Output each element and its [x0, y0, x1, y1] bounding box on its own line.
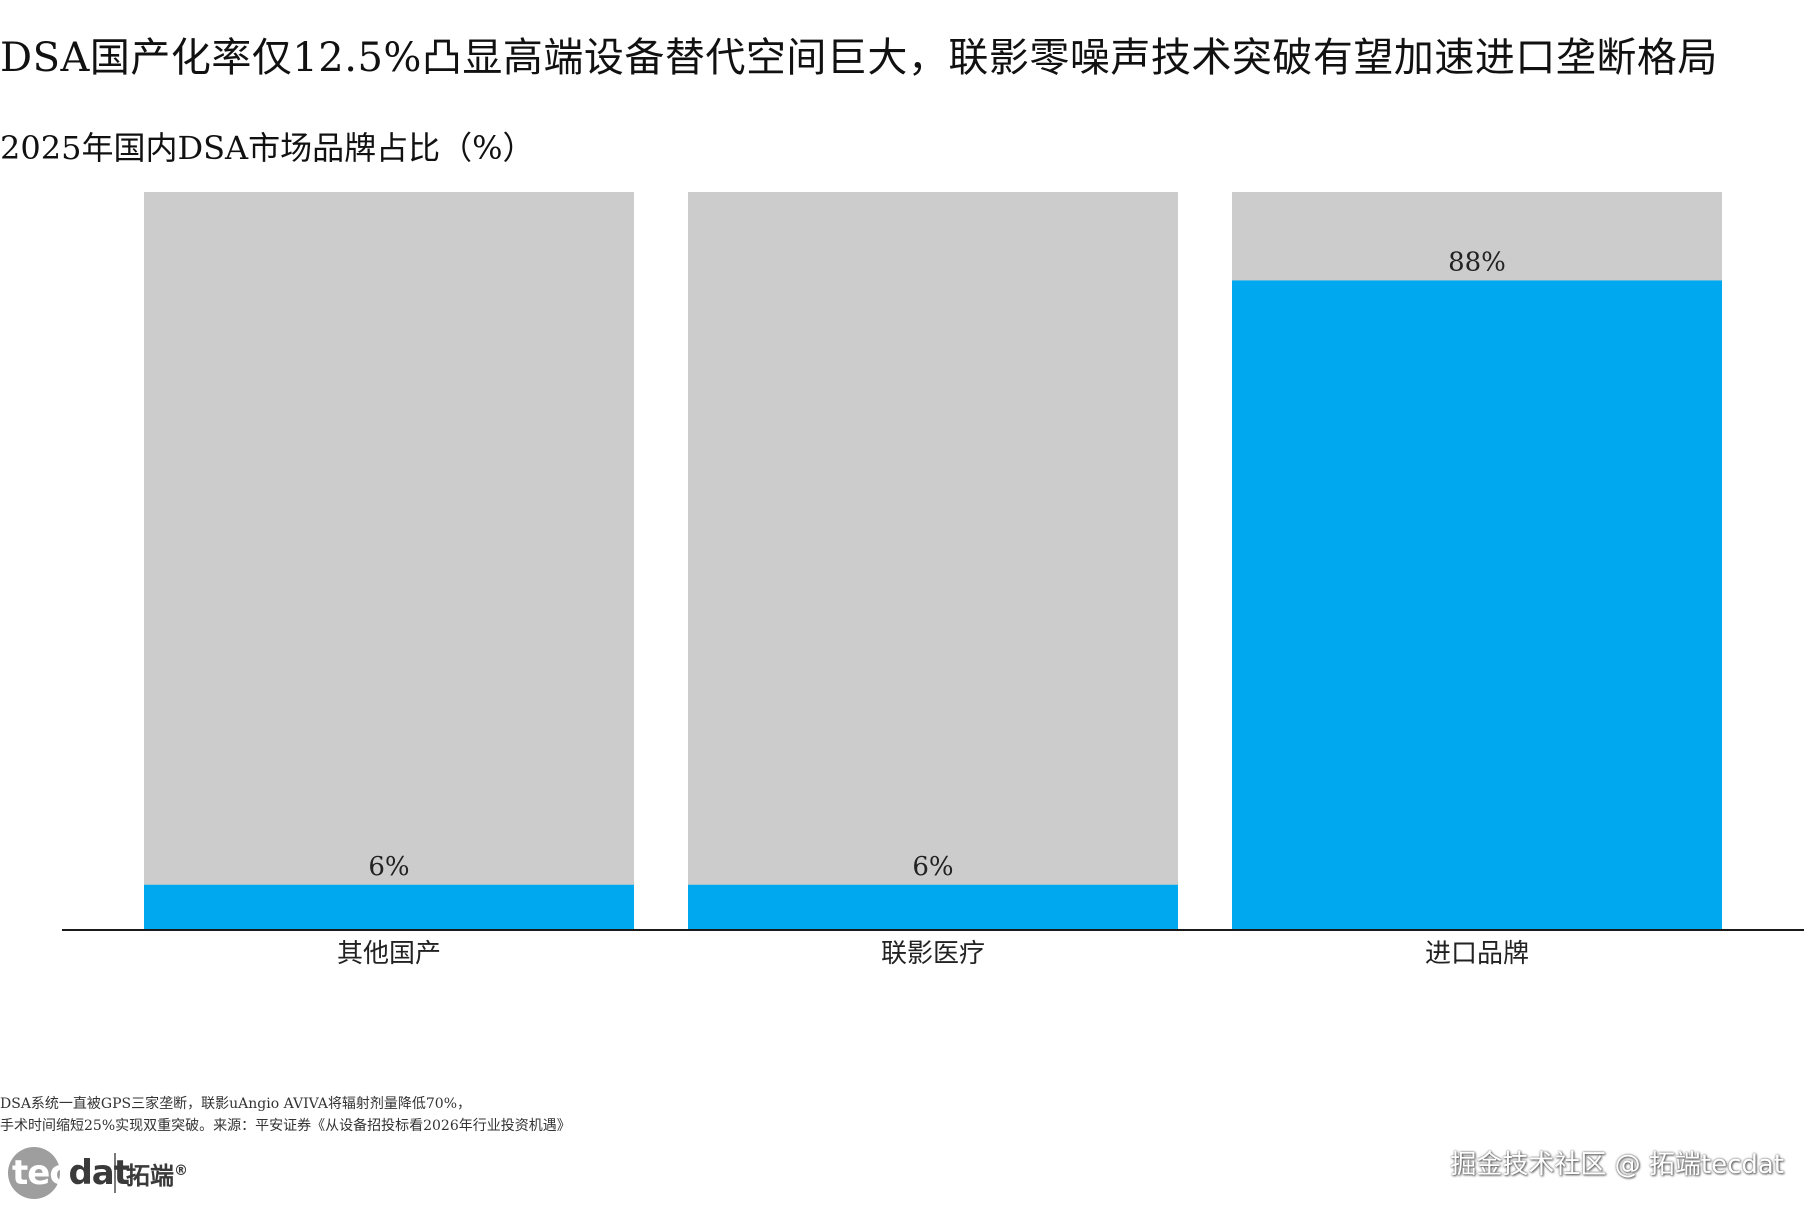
- x-tick-label: 其他国产: [337, 939, 441, 969]
- bar: [144, 884, 634, 929]
- bar-value-label: 6%: [912, 852, 953, 882]
- watermark: 掘金技术社区 @ 拓端tecdat: [1450, 1150, 1784, 1180]
- x-tick-label: 联影医疗: [881, 939, 985, 969]
- footnote: DSA系统一直被GPS三家垄断，联影uAngio AVIVA将辐射剂量降低70%…: [0, 1093, 571, 1137]
- bar-value-label: 6%: [368, 852, 409, 882]
- logo-word-head: tec: [12, 1153, 69, 1193]
- logo-chinese-name: 拓端®: [126, 1156, 188, 1191]
- chart-subtitle: 2025年国内DSA市场品牌占比（%）: [0, 129, 535, 167]
- logo-word-tail: dat: [68, 1153, 130, 1193]
- bar: [688, 884, 1178, 929]
- logo-divider: [114, 1153, 116, 1193]
- logo-wordmark: tecdat: [12, 1151, 130, 1195]
- logo-cn-text: 拓端: [126, 1161, 174, 1190]
- labels-layer: 6% 其他国产 6% 联影医疗 88% 进口品牌: [337, 247, 1529, 969]
- registered-mark-icon: ®: [174, 1162, 188, 1179]
- chart-title: DSA国产化率仅12.5%凸显高端设备替代空间巨大，联影零噪声技术突破有望加速进…: [0, 35, 1718, 81]
- bars-layer: [144, 192, 1722, 929]
- bar-remainder: [144, 192, 634, 929]
- footnote-line-2: 手术时间缩短25%实现双重突破。来源：平安证券《从设备招投标看2026年行业投资…: [0, 1118, 571, 1134]
- tecdat-logo: tecdat 拓端®: [8, 1145, 188, 1201]
- x-tick-label: 进口品牌: [1425, 939, 1529, 969]
- bar-remainder: [688, 192, 1178, 929]
- bar-chart: 6% 其他国产 6% 联影医疗 88% 进口品牌: [62, 192, 1804, 969]
- footnote-line-1: DSA系统一直被GPS三家垄断，联影uAngio AVIVA将辐射剂量降低70%…: [0, 1096, 472, 1112]
- bar-value-label: 88%: [1448, 247, 1506, 277]
- logo-circle-icon: tecdat: [8, 1147, 130, 1199]
- bar: [1232, 280, 1722, 929]
